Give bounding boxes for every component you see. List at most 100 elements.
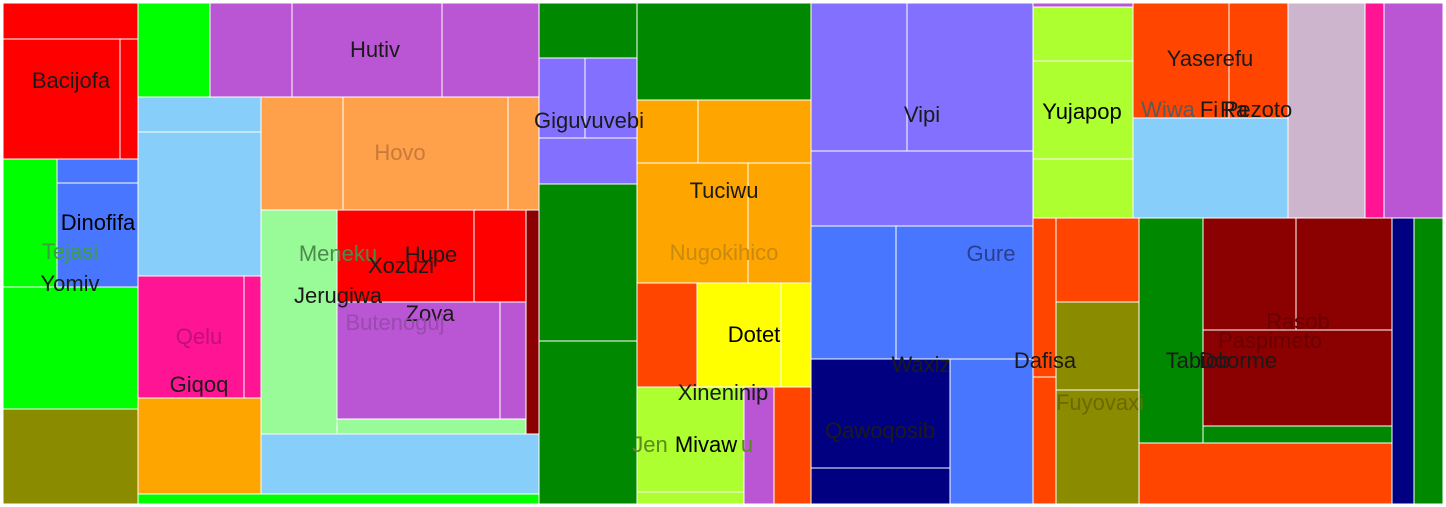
treemap-cell: [584, 57, 638, 139]
treemap-cell: [137, 275, 245, 399]
treemap-label: Fi: [1200, 97, 1218, 122]
treemap-cell: [507, 96, 540, 211]
treemap-cell: [2, 408, 139, 505]
treemap-cell: [906, 2, 1034, 152]
treemap-cell: [2, 2, 139, 40]
treemap-cell: [773, 386, 812, 505]
treemap-cell: [636, 162, 749, 284]
treemap-label: Rasob: [1266, 309, 1330, 334]
treemap-cell: [1032, 158, 1134, 219]
treemap-cell: [538, 340, 638, 505]
treemap-cell: [1138, 442, 1393, 505]
treemap-cell: [499, 301, 527, 420]
treemap-label: Gure: [967, 241, 1016, 266]
treemap-cell: [810, 358, 951, 469]
treemap-label: Dafisa: [1014, 348, 1077, 373]
treemap-label: Jen: [632, 432, 667, 457]
treemap-cell: [636, 282, 698, 388]
treemap-label: Dinofifa: [61, 210, 136, 235]
treemap-label: Meneku: [299, 241, 377, 266]
treemap-cell: [1032, 2, 1134, 8]
treemap-label: Tabiob: [1166, 348, 1231, 373]
treemap-cell: [636, 2, 812, 101]
treemap-cell: [538, 57, 586, 139]
treemap-label: Qawoqosib: [825, 418, 935, 443]
treemap-cell: [1032, 6, 1134, 62]
treemap-label: Qelu: [176, 324, 222, 349]
treemap-cell: [56, 158, 139, 184]
treemap-cell: [636, 491, 745, 505]
treemap-cell: [441, 2, 540, 98]
treemap-cell: [2, 38, 121, 160]
treemap-label: Doorme: [1199, 348, 1277, 373]
treemap-label: Giqoq: [170, 372, 229, 397]
treemap-cell: [810, 467, 951, 505]
treemap-cell: [697, 99, 812, 164]
treemap-labels: Bacijofa Hutiv Giguvuvebi Vipi Yujapop Yasere…: [32, 37, 1330, 457]
treemap-cell: [743, 386, 775, 505]
treemap-cell: [260, 209, 338, 435]
treemap-label: u: [741, 432, 753, 457]
treemap-label: Bacijofa: [32, 68, 111, 93]
treemap-label: Waxiz: [891, 352, 950, 377]
treemap-cell: [260, 433, 540, 495]
treemap-cell: [810, 2, 908, 152]
treemap-cell: [119, 38, 139, 160]
treemap-cell: [810, 225, 897, 360]
treemap-cell: [949, 358, 1034, 505]
treemap-label: Vipi: [904, 102, 940, 127]
treemap-cell: [1364, 2, 1385, 219]
treemap-cell: [538, 183, 638, 342]
treemap-cell: [1055, 217, 1140, 303]
treemap-label: Hovo: [374, 140, 425, 165]
treemap-label: Dotet: [728, 322, 781, 347]
treemap-cell: [342, 96, 509, 211]
treemap-label: Xineninip: [678, 380, 769, 405]
treemap-label: Hupe: [405, 242, 458, 267]
treemap-label: Wiwa: [1141, 97, 1196, 122]
treemap-label: Yujapop: [1042, 99, 1122, 124]
treemap-cell: [1287, 2, 1366, 219]
treemap-label: Yaserefu: [1167, 46, 1253, 71]
treemap-cell: [336, 301, 501, 420]
treemap-cell: [1032, 376, 1057, 505]
treemap-cell: [137, 397, 262, 495]
treemap-cell: [538, 137, 638, 185]
treemap-cell: [336, 209, 475, 303]
treemap-cell: [137, 2, 211, 98]
treemap-label: Nugokihico: [670, 240, 779, 265]
treemap-cell: [1202, 425, 1393, 444]
treemap-label: Xozuzi: [368, 253, 434, 278]
treemap-label: Tejasi: [42, 239, 98, 264]
treemap-cell: [636, 99, 699, 164]
treemap-label: Butenoguj: [345, 310, 444, 335]
treemap-cell: [895, 225, 1034, 360]
treemap-cell: [1391, 217, 1415, 505]
treemap-label: Paspimeto: [1218, 328, 1322, 353]
treemap-cell: [137, 493, 540, 505]
treemap-cell: [780, 282, 812, 388]
treemap-cell: [636, 386, 745, 493]
treemap-cell: [1228, 2, 1289, 119]
treemap-label: Fuyovaxi: [1056, 390, 1144, 415]
treemap-cell: [473, 209, 527, 303]
treemap-cell: [810, 150, 1034, 227]
treemap-cell: [1383, 2, 1444, 219]
treemap-cell: [1132, 117, 1289, 219]
treemap-cell: [1055, 389, 1140, 505]
treemap-label: Mivaw: [675, 432, 737, 457]
treemap-cell: [137, 96, 262, 133]
treemap-cell: [1032, 60, 1134, 160]
treemap-label: Zova: [406, 301, 456, 326]
treemap-cell: [260, 96, 344, 211]
treemap-cell: [1413, 217, 1444, 505]
treemap-cell: [2, 158, 58, 288]
treemap-cell: [1055, 301, 1140, 391]
treemap-cell: [137, 131, 262, 277]
treemap-cell: [525, 209, 540, 435]
treemap-cell: [2, 286, 139, 410]
treemap-cell: [538, 2, 638, 59]
treemap-label: Ra: [1220, 97, 1249, 122]
